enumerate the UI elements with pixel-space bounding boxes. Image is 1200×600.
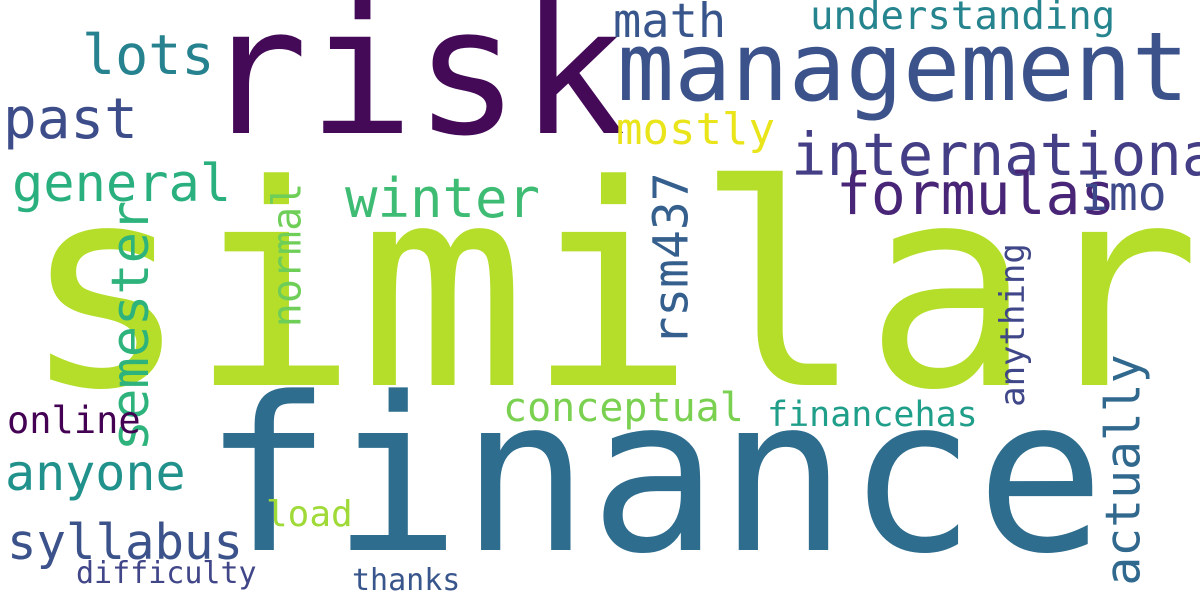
word-management: management	[617, 13, 1189, 123]
word-lots: lots	[82, 23, 215, 87]
word-anything: anything	[992, 243, 1033, 407]
word-risk: risk	[202, 0, 626, 175]
word-finance: finance	[203, 352, 1105, 600]
word-anyone: anyone	[5, 444, 186, 502]
word-mostly: mostly	[616, 104, 775, 155]
word-general: general	[12, 154, 232, 214]
word-imo: imo	[1080, 166, 1167, 222]
word-similar: similar	[21, 126, 1200, 452]
word-math: math	[613, 0, 727, 49]
word-understanding: understanding	[810, 0, 1116, 39]
word-past: past	[3, 87, 138, 152]
word-formulas: formulas	[836, 160, 1116, 228]
word-conceptual: conceptual	[503, 385, 744, 431]
word-syllabus: syllabus	[7, 514, 244, 571]
word-online: online	[7, 399, 141, 442]
word-thanks: thanks	[352, 563, 461, 598]
word-international: international	[791, 120, 1200, 189]
word-actually: actually	[1095, 354, 1152, 586]
word-difficulty: difficulty	[76, 556, 257, 591]
word-load: load	[266, 494, 353, 535]
word-rsm437: rsm437	[643, 172, 700, 346]
word-normal: normal	[264, 182, 311, 328]
word-financehas: financehas	[767, 395, 978, 435]
word-winter: winter	[345, 167, 541, 230]
